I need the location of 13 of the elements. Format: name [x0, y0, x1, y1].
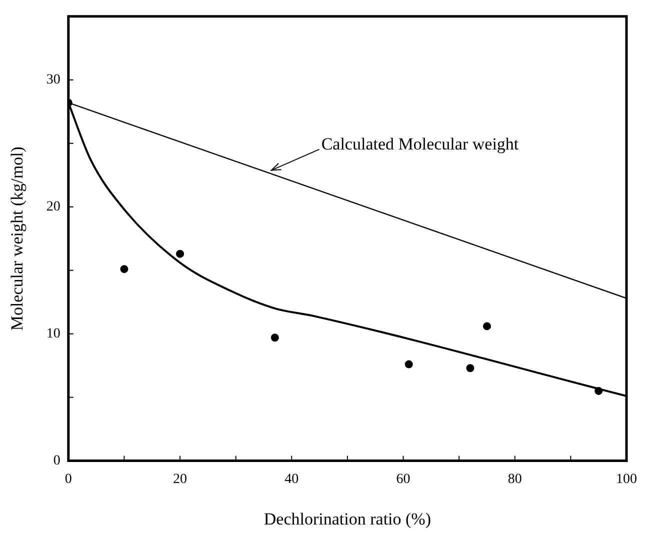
x-tick-label: 40	[284, 472, 299, 487]
x-tick-label: 100	[616, 472, 637, 487]
y-tick-label: 0	[53, 453, 60, 468]
x-tick-label: 80	[508, 472, 522, 487]
x-tick-label: 0	[64, 472, 72, 487]
annotation: Calculated Molecular weight	[321, 134, 519, 154]
x-axis-title: Dechlorination ratio (%)	[264, 509, 432, 528]
y-tick-label: 30	[46, 72, 60, 88]
x-tick-label: 20	[173, 472, 188, 487]
y-axis-title: Molecular weight (kg/mol)	[8, 146, 27, 331]
x-tick-label: 60	[396, 472, 410, 487]
y-tick-label: 20	[46, 200, 60, 215]
y-tick-label: 10	[46, 326, 60, 342]
